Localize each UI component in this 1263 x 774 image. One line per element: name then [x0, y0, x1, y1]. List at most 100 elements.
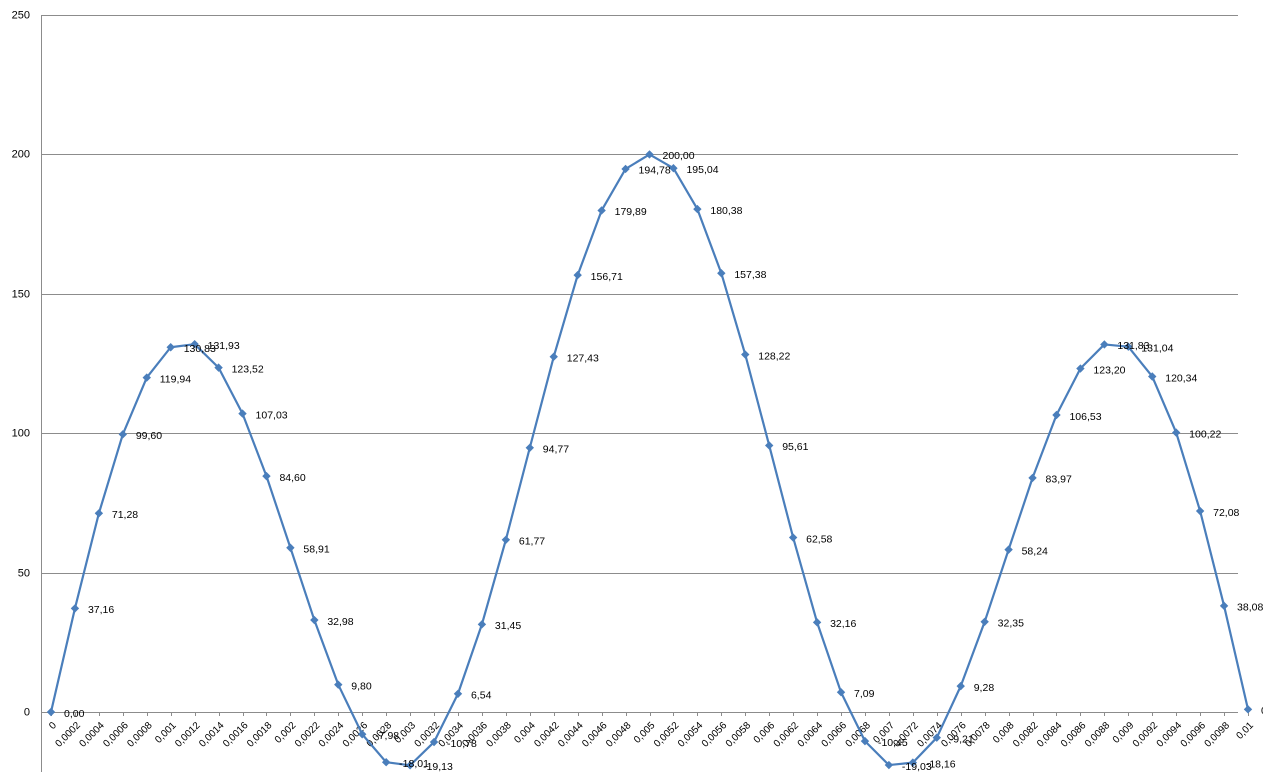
- data-point-marker: [645, 150, 654, 159]
- series-line: [49, 153, 1250, 767]
- data-point-marker: [717, 269, 726, 278]
- x-tick-label: 0,0094: [1155, 720, 1185, 750]
- data-label: 38,08: [1237, 602, 1263, 614]
- data-label: 128,22: [758, 350, 790, 362]
- data-point-marker: [238, 409, 247, 418]
- series-line-group: [49, 153, 1250, 767]
- data-label: 94,77: [543, 444, 569, 456]
- data-point-marker: [956, 681, 965, 691]
- data-point-marker: [118, 430, 128, 439]
- x-tick-label: 0,0092: [1131, 720, 1161, 750]
- data-label: 61,77: [519, 536, 545, 548]
- data-point-marker: [836, 688, 846, 697]
- y-tick-label: 200: [12, 148, 30, 160]
- data-label: 71,28: [112, 509, 138, 521]
- data-point-marker: [214, 363, 223, 372]
- data-point-marker: [453, 689, 463, 698]
- data-label: 131,93: [208, 340, 240, 352]
- x-tick-label: 0,0064: [796, 720, 826, 750]
- data-label: 157,38: [734, 269, 766, 281]
- data-label: 58,24: [1022, 545, 1048, 557]
- data-label: 180,38: [710, 205, 742, 217]
- x-tick-label: 0,0054: [676, 720, 706, 750]
- x-tick-label: 0,01: [1234, 720, 1256, 742]
- data-label: 123,20: [1093, 364, 1125, 376]
- axes: [41, 15, 1249, 772]
- data-point-marker: [549, 352, 558, 361]
- data-point-marker: [358, 730, 367, 739]
- x-tick-label: 0,0038: [484, 720, 514, 750]
- data-point-marker: [166, 343, 175, 352]
- data-point-marker: [908, 758, 918, 767]
- data-point-marker: [693, 204, 702, 214]
- x-tick-label: 0,0008: [125, 720, 155, 750]
- data-label: -19,13: [423, 761, 453, 773]
- data-label: 37,16: [88, 604, 114, 616]
- x-tick-label: 0,0096: [1179, 720, 1209, 750]
- data-point-marker: [980, 617, 989, 627]
- data-label: 100,22: [1189, 428, 1221, 440]
- data-point-marker: [310, 615, 319, 625]
- x-tick-label: 0,0058: [724, 720, 754, 750]
- data-label: -19,03: [902, 761, 932, 773]
- data-point-marker: [1076, 364, 1085, 373]
- data-point-marker: [884, 760, 894, 770]
- data-point-marker: [573, 270, 582, 280]
- x-tick-label: 0,0082: [1011, 720, 1041, 750]
- data-label: 62,58: [806, 533, 832, 545]
- gridlines: [41, 15, 1238, 713]
- x-tick-label: 0,0098: [1203, 720, 1233, 750]
- x-tick-label: 0,0004: [77, 720, 107, 750]
- x-tick-label: 0,0016: [221, 720, 251, 750]
- data-label: 130,83: [184, 343, 216, 355]
- data-point-marker: [1004, 545, 1013, 554]
- data-point-marker: [1195, 506, 1205, 516]
- data-label: 32,98: [327, 616, 353, 628]
- data-point-marker: [932, 733, 941, 742]
- x-tick-label: 0,0052: [652, 720, 682, 750]
- y-tick-label: 100: [12, 427, 30, 439]
- data-label: 127,43: [567, 353, 599, 365]
- x-tick-label: 0: [47, 720, 59, 732]
- x-tick-label: 0,0056: [700, 720, 730, 750]
- data-point-marker: [1100, 340, 1109, 349]
- data-label: 179,89: [615, 206, 647, 218]
- data-point-marker: [1171, 428, 1181, 437]
- data-label: 7,09: [854, 688, 875, 700]
- data-label: -10,45: [878, 737, 908, 749]
- data-label: 0,96: [1261, 705, 1263, 717]
- data-label: -18,01: [399, 758, 429, 770]
- data-label: 58,91: [303, 544, 329, 556]
- data-point-marker: [477, 620, 487, 629]
- data-label: -10,78: [447, 738, 477, 750]
- x-tick-label: 0,0026: [341, 720, 371, 750]
- x-tick-label: 0,0066: [820, 720, 850, 750]
- data-label: 32,16: [830, 618, 856, 630]
- data-point-marker: [429, 737, 439, 747]
- data-point-marker: [334, 680, 343, 689]
- data-point-marker: [860, 736, 870, 746]
- data-label: -18,16: [926, 758, 956, 770]
- data-label: 131,83: [1117, 340, 1149, 352]
- data-label: 9,80: [351, 680, 372, 692]
- data-point-marker: [1028, 473, 1037, 483]
- data-label: 119,94: [160, 373, 191, 385]
- data-point-marker: [190, 339, 199, 349]
- data-point-marker: [525, 443, 534, 452]
- data-label: 107,03: [256, 409, 288, 421]
- x-tick-label: 0,0024: [317, 720, 347, 750]
- series-markers: [46, 150, 1253, 770]
- x-tick-label: 0,0002: [54, 720, 84, 750]
- data-point-marker: [286, 543, 295, 552]
- x-tick-label: 0,0046: [580, 720, 610, 750]
- data-label: 84,60: [279, 472, 305, 484]
- x-tick-label: 0,0006: [101, 720, 131, 750]
- y-tick-label: 250: [12, 9, 30, 21]
- x-tick-label: 0,0086: [1059, 720, 1089, 750]
- data-point-marker: [812, 618, 822, 627]
- y-tick-label: 150: [12, 288, 30, 300]
- data-label: 83,97: [1046, 474, 1072, 486]
- y-tick-label: 0: [24, 706, 30, 718]
- data-point-marker: [765, 441, 774, 450]
- data-point-marker: [70, 604, 80, 613]
